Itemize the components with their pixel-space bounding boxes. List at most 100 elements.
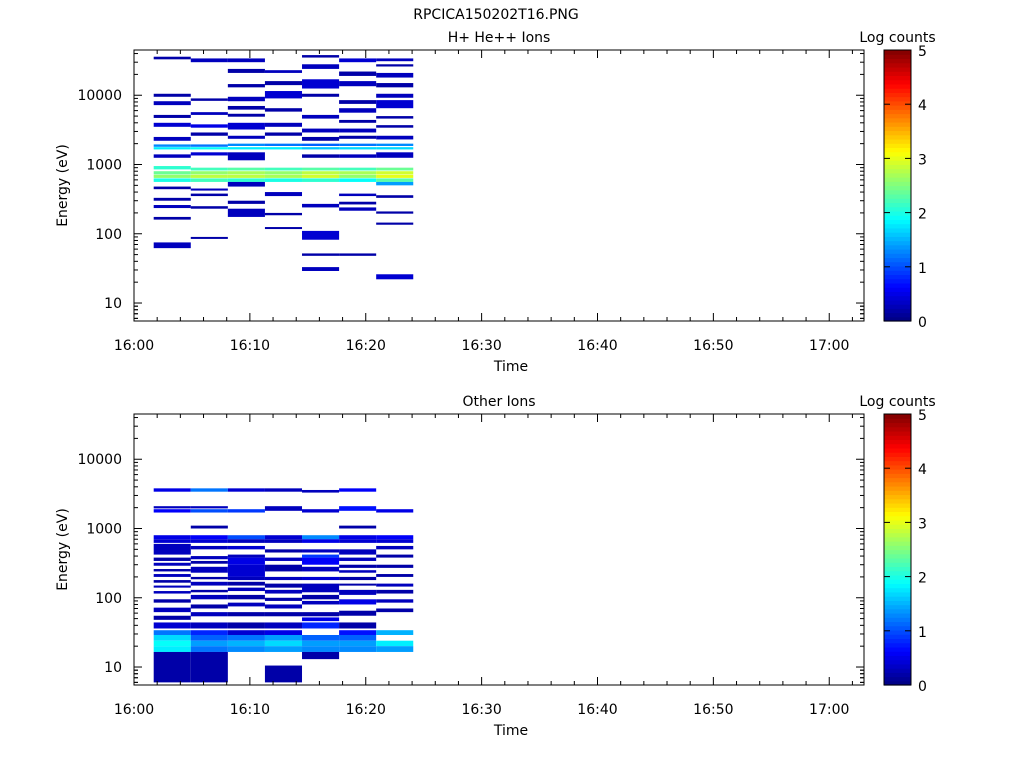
heatmap-cell [339, 100, 377, 104]
heatmap-cell [264, 622, 303, 629]
colorbar-segment [884, 96, 911, 102]
colorbar-segment [884, 562, 911, 568]
heatmap-cell [339, 539, 377, 543]
heatmap-cell [264, 178, 303, 182]
colorbar-segment [884, 66, 911, 72]
heatmap-cells [153, 55, 414, 280]
heatmap-cell [339, 583, 377, 586]
heatmap-cell [302, 509, 340, 513]
colorbar-segment [884, 583, 911, 589]
heatmap-cell [190, 566, 228, 573]
heatmap-cell [376, 545, 414, 550]
heatmap-cell [339, 128, 377, 133]
heatmap-cell [153, 646, 191, 652]
heatmap-cell [302, 253, 340, 256]
heatmap-cell [339, 154, 377, 158]
heatmap-cell [302, 612, 340, 617]
colorbar-frame [883, 49, 912, 322]
colorbar-tick-label: 2 [918, 207, 927, 223]
heatmap-cell [376, 167, 414, 171]
colorbar-segment [884, 113, 911, 119]
colorbar-segment [884, 515, 911, 521]
heatmap-cell [264, 132, 303, 136]
heatmap-cell [153, 543, 191, 555]
heatmap-cell [376, 135, 414, 140]
colorbar-segment [884, 596, 911, 601]
heatmap-cell [264, 557, 303, 561]
heatmap-cell [153, 178, 191, 182]
heatmap-cell [339, 525, 377, 529]
colorbar-segment [884, 155, 911, 161]
heatmap-cell [302, 594, 340, 600]
heatmap-cell [376, 564, 414, 568]
colorbar-segment [884, 58, 911, 64]
colorbar-segment [884, 185, 911, 191]
panel-title: H+ He++ Ions [448, 30, 551, 46]
heatmap-cell [339, 610, 377, 616]
heatmap-cell [190, 556, 228, 560]
heatmap-cell [153, 562, 191, 566]
heatmap-cell [153, 205, 191, 209]
x-tick-label: 16:50 [693, 338, 733, 354]
colorbar-segment [884, 532, 911, 538]
colorbar-segment [884, 439, 911, 445]
colorbar-segment [884, 477, 911, 483]
heatmap-cell [190, 144, 228, 147]
heatmap-cell [376, 100, 414, 109]
colorbar-frame [883, 413, 912, 686]
colorbar-segment [884, 121, 911, 127]
heatmap-cell [190, 236, 228, 239]
heatmap-cell [227, 634, 265, 641]
heatmap-cell [376, 554, 414, 558]
heatmap-cell [227, 171, 265, 175]
heatmap-cell [227, 594, 265, 600]
heatmap-cell [190, 581, 228, 586]
heatmap-cell [264, 630, 303, 635]
heatmap-cell [227, 174, 265, 178]
colorbar-segment [884, 443, 911, 449]
heatmap-cell [376, 178, 414, 182]
heatmap-cell [153, 101, 191, 106]
heatmap-cell [339, 207, 377, 211]
colorbar-tick-label: 3 [918, 516, 927, 532]
heatmap-cell [264, 147, 303, 150]
heatmap-cell [153, 154, 191, 158]
colorbar-tick-label: 0 [918, 315, 927, 331]
colorbar-segment [884, 668, 911, 673]
heatmap-cell [264, 227, 303, 230]
heatmap-cell [302, 583, 340, 593]
x-tick-label: 16:10 [230, 702, 270, 718]
colorbar-segment [884, 617, 911, 623]
heatmap-cell [153, 574, 191, 577]
heatmap-cell [227, 147, 265, 150]
heatmap-cell [190, 98, 228, 101]
colorbar-segment [884, 494, 911, 500]
heatmap-cell [339, 108, 377, 113]
heatmap-cell [190, 58, 228, 63]
heatmap-cell [376, 539, 414, 543]
heatmap-cell [227, 622, 265, 629]
heatmap-cell [339, 135, 377, 139]
heatmap-cell [227, 509, 265, 513]
colorbar-segment [884, 545, 911, 551]
heatmap-cell [376, 509, 414, 513]
colorbar-segment [884, 130, 911, 136]
heatmap-cell [153, 197, 191, 201]
colorbar-tick-label: 1 [918, 625, 927, 641]
heatmap-cell [339, 143, 377, 146]
heatmap-cell [376, 535, 414, 540]
heatmap-cell [339, 557, 377, 561]
heatmap-cell [227, 84, 265, 88]
heatmap-cell [153, 615, 191, 620]
heatmap-cell [227, 646, 265, 652]
heatmap-cell [227, 488, 265, 492]
heatmap-cell [376, 83, 414, 88]
colorbar-segment [884, 202, 911, 208]
colorbar-segment [884, 215, 911, 220]
heatmap-cell [376, 116, 414, 119]
heatmap-cell [190, 178, 228, 182]
heatmap-cell [190, 147, 228, 150]
y-tick-label: 100 [95, 227, 122, 243]
colorbar-label: Log counts [859, 30, 935, 46]
